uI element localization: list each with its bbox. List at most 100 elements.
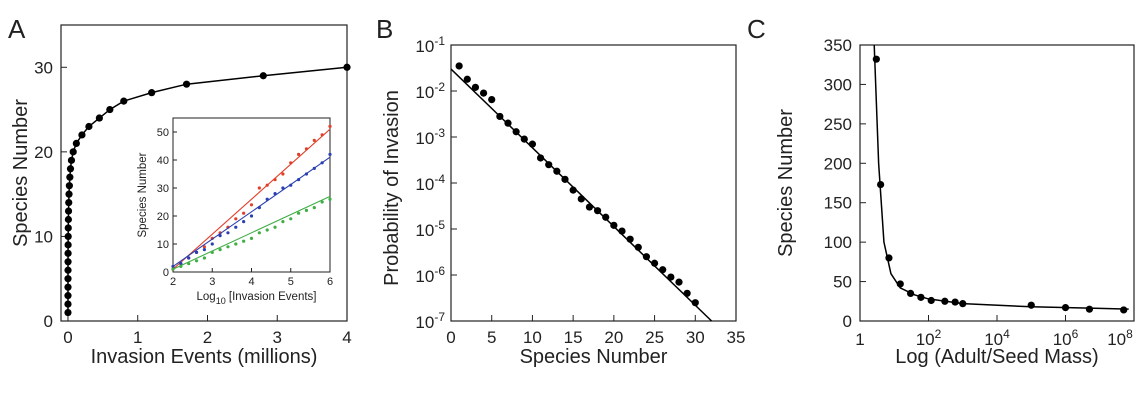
data-point — [650, 259, 659, 267]
y-tick-label-3: 150 — [824, 194, 852, 213]
data-point — [675, 278, 683, 286]
inset-y-tick-label-2: 20 — [157, 211, 169, 223]
x-tick-label-6: 30 — [686, 328, 705, 347]
inset-data-point-1 — [187, 256, 191, 260]
data-point — [610, 221, 618, 229]
inset-data-point-2 — [202, 256, 206, 260]
y-tick-label-0: 10-1 — [415, 34, 445, 56]
data-point — [1061, 303, 1070, 312]
data-point — [64, 241, 72, 249]
y-axis-label: Probability of Invasion — [381, 90, 403, 286]
x-tick-label-7: 35 — [727, 328, 746, 347]
y-tick-label-6: 300 — [824, 75, 852, 94]
data-point — [182, 80, 191, 88]
data-point — [64, 283, 72, 291]
inset-data-point-1 — [297, 178, 301, 182]
data-point — [959, 300, 967, 308]
x-tick-label-4: 4 — [342, 328, 351, 347]
fit-curve — [873, 44, 1129, 310]
panel-letter-c: C — [747, 14, 766, 44]
inset-data-point-1 — [210, 242, 214, 246]
inset-data-point-0 — [328, 124, 332, 128]
inset-data-point-2 — [257, 231, 261, 235]
inset-data-point-1 — [265, 197, 269, 201]
fit-line — [450, 68, 713, 322]
data-point — [67, 156, 76, 164]
inset-data-point-1 — [257, 206, 261, 210]
inset-data-point-2 — [194, 259, 199, 263]
y-tick-label-2: 100 — [824, 233, 852, 252]
data-point — [64, 308, 72, 317]
data-point — [545, 161, 553, 169]
x-tick-label-4: 108 — [1107, 327, 1133, 349]
inset-data-point-2 — [242, 239, 246, 243]
inset-data-point-0 — [304, 147, 309, 151]
data-point — [504, 119, 512, 127]
data-point — [1085, 305, 1094, 313]
data-point — [536, 154, 545, 162]
inset-data-point-1 — [226, 231, 230, 235]
data-point — [906, 289, 915, 297]
inset-y-axis-label: Species Number — [137, 152, 149, 237]
data-point — [872, 55, 880, 63]
y-tick-label-0: 0 — [44, 312, 53, 331]
data-point — [463, 75, 471, 83]
data-point — [106, 105, 114, 114]
y-axis-label: Species Number — [10, 99, 32, 247]
data-point — [667, 273, 675, 281]
x-tick-label-1: 5 — [487, 328, 496, 347]
x-tick-label-0: 0 — [446, 328, 455, 347]
x-tick-label-2: 104 — [984, 327, 1010, 349]
data-point — [561, 175, 569, 183]
inset-data-point-1 — [171, 264, 175, 268]
inset-data-point-0 — [281, 172, 285, 176]
data-point — [66, 173, 74, 181]
data-point — [602, 213, 610, 221]
x-tick-label-3: 106 — [1053, 327, 1079, 349]
inset-y-tick-label-4: 40 — [157, 155, 169, 167]
inset-y-tick-label-0: 0 — [163, 267, 169, 279]
x-axis-label: Log (Adult/Seed Mass) — [895, 346, 1098, 368]
data-point — [65, 190, 73, 198]
data-point — [120, 97, 128, 105]
y-axis-label: Species Number — [775, 109, 797, 257]
inset-data-point-1 — [312, 166, 316, 170]
data-point — [1027, 301, 1035, 309]
x-axis-label: Species Number — [520, 346, 668, 368]
inset-data-point-2 — [187, 262, 191, 266]
data-point — [634, 243, 642, 251]
inset-y-tick-label-1: 10 — [157, 239, 169, 251]
data-point — [659, 266, 667, 274]
data-point — [259, 72, 267, 80]
inset-data-point-1 — [304, 172, 309, 176]
y-tick-label-7: 350 — [824, 36, 852, 55]
x-tick-label-3: 3 — [273, 328, 282, 347]
y-tick-label-1: 10-2 — [415, 80, 445, 102]
x-tick-label-1: 1 — [133, 328, 142, 347]
y-tick-label-2: 20 — [34, 143, 53, 162]
inset-y-tick-label-3: 30 — [157, 183, 169, 195]
data-point — [927, 296, 935, 305]
data-point — [553, 167, 561, 175]
inset-data-point-2 — [265, 228, 269, 232]
inset-data-point-2 — [249, 236, 254, 240]
inset-fit-line-1 — [172, 156, 331, 267]
data-point — [885, 254, 893, 262]
inset-fit-line-2 — [172, 195, 331, 270]
data-point — [520, 135, 528, 143]
y-tick-label-4: 10-5 — [415, 218, 445, 240]
x-axis-label: Invasion Events (millions) — [91, 346, 318, 368]
data-point — [479, 89, 488, 97]
plot-frame — [859, 44, 1135, 322]
data-point — [78, 131, 86, 139]
data-point — [917, 293, 925, 301]
data-point — [569, 186, 577, 194]
data-point — [512, 128, 520, 136]
data-point — [496, 112, 504, 121]
inset-data-point-2 — [328, 197, 332, 201]
inset-data-point-1 — [218, 234, 222, 238]
y-tick-label-5: 250 — [824, 115, 852, 134]
plot-frame — [60, 24, 348, 322]
inset-data-point-0 — [312, 138, 316, 142]
